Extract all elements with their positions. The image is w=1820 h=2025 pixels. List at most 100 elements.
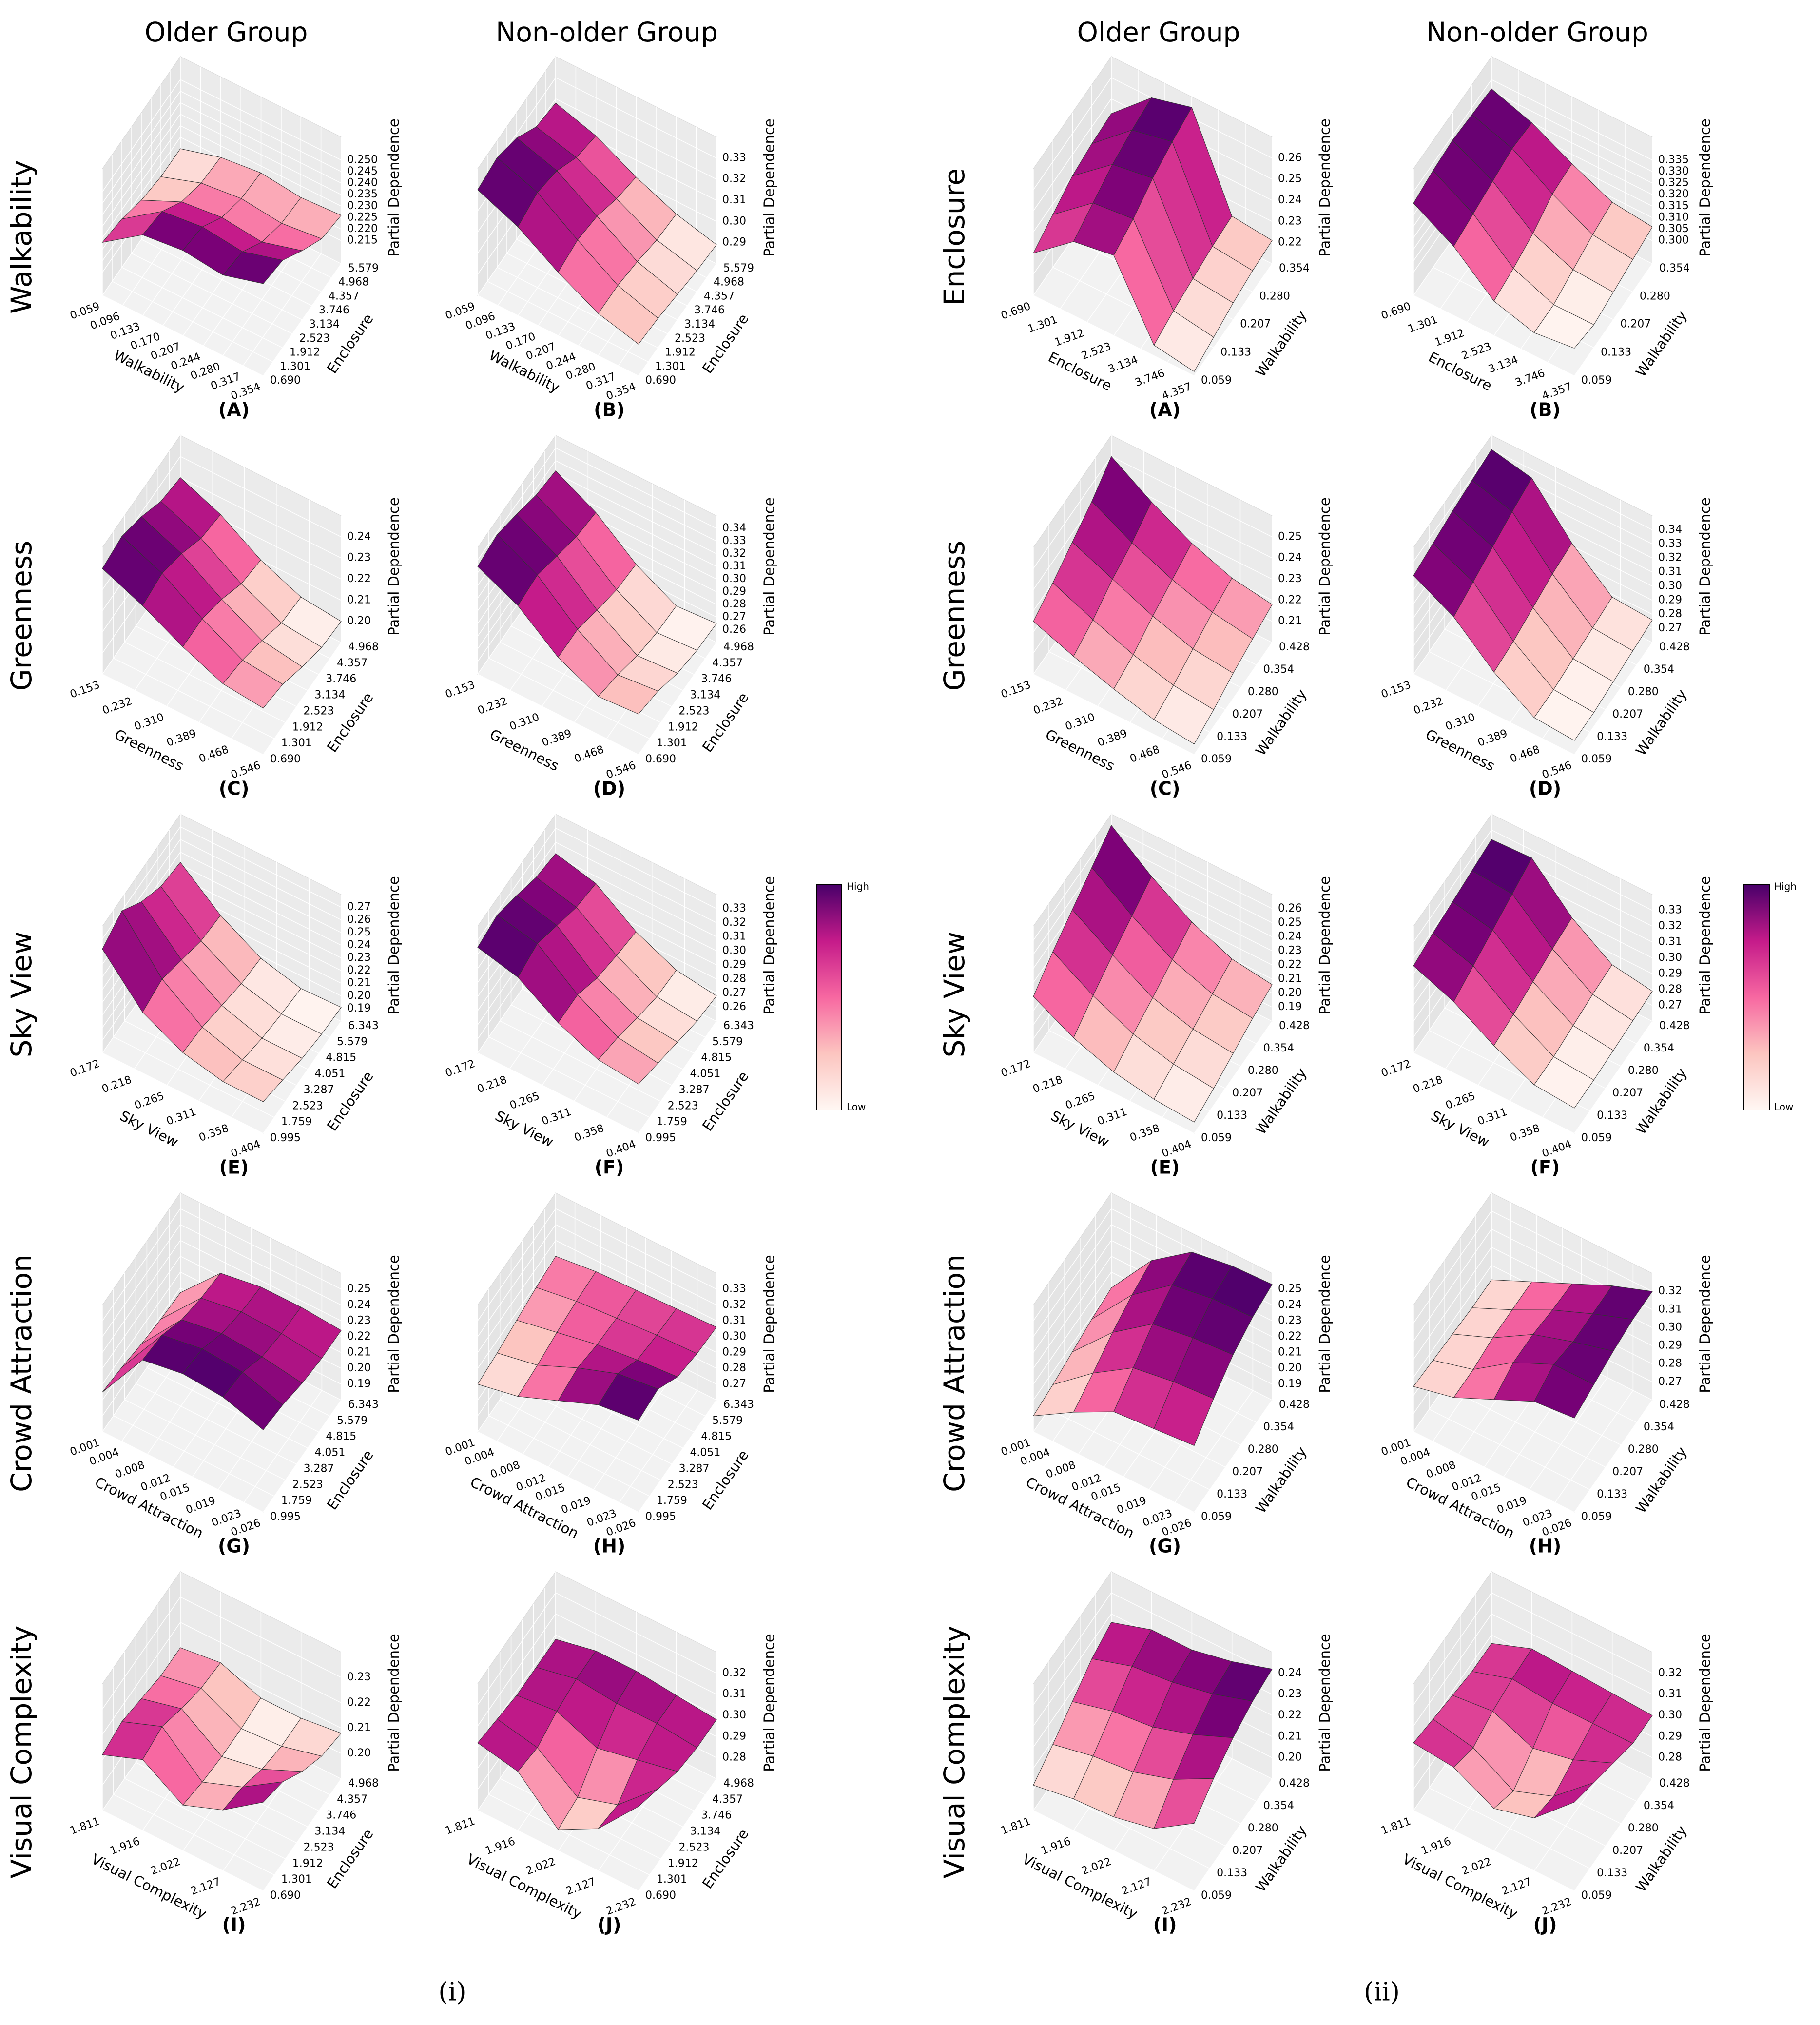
row-title: Crowd Attraction	[938, 1254, 971, 1492]
grid-line	[1574, 642, 1653, 755]
grid-line	[263, 642, 342, 755]
y-tick-label: 0.354	[1263, 1042, 1294, 1054]
grid-line	[180, 91, 342, 172]
y-tick-label: 0.059	[1201, 374, 1232, 387]
z-tick-label: 0.21	[347, 977, 371, 989]
z-tick-label: 0.34	[722, 522, 746, 534]
panel-label: (B)	[1530, 399, 1561, 421]
grid-line	[1413, 295, 1575, 376]
z-tick-label: 0.28	[722, 1362, 746, 1374]
z-tick-label: 0.28	[1658, 608, 1682, 620]
y-tick-label: 0.133	[1597, 1488, 1627, 1500]
y-tick-label: 0.133	[1217, 1488, 1247, 1500]
grid-line	[180, 1240, 342, 1322]
grid-line	[1413, 1210, 1492, 1324]
z-tick-label: 0.215	[347, 234, 378, 247]
z-tick-label: 0.305	[1658, 223, 1689, 235]
grid-line	[1033, 674, 1195, 755]
grid-line	[555, 1613, 717, 1695]
y-tick-label: 1.912	[292, 721, 323, 733]
panel-label: (I)	[222, 1914, 246, 1936]
row-title: Visual Complexity	[938, 1625, 971, 1878]
grid-line	[1033, 98, 1112, 212]
y-tick-label: 0.059	[1201, 1889, 1232, 1902]
grid-line	[263, 1021, 342, 1134]
grid-line	[113, 1036, 275, 1118]
z-tick-label: 0.335	[1658, 154, 1689, 166]
z-tick-label: 0.20	[347, 1362, 371, 1374]
y-tick-label: 4.968	[348, 641, 379, 653]
z-tick-label: 0.23	[1278, 573, 1302, 585]
z-axis-label: Partial Dependence	[386, 497, 402, 636]
z-tick-label: 0.33	[722, 1283, 746, 1295]
y-tick-label: 3.134	[309, 318, 340, 331]
grid-line	[180, 839, 342, 920]
z-tick-label: 0.31	[1658, 936, 1682, 948]
grid-line	[124, 1778, 286, 1859]
z-tick-label: 0.235	[347, 188, 378, 200]
z-axis-label: Partial Dependence	[386, 876, 402, 1014]
y-tick-label: 3.134	[684, 318, 715, 331]
column-title: Older Group	[1077, 17, 1240, 48]
z-tick-label: 0.325	[1658, 177, 1689, 189]
z-tick-label: 0.22	[1278, 1330, 1302, 1343]
y-tick-label: 1.301	[280, 360, 310, 372]
y-tick-label: 2.523	[668, 1100, 698, 1112]
grid-line	[1413, 79, 1492, 192]
z-tick-label: 0.27	[1658, 1376, 1682, 1388]
y-tick-label: 0.280	[1248, 686, 1278, 698]
z-tick-label: 0.19	[347, 1378, 371, 1390]
panel-label: (E)	[1150, 1157, 1180, 1178]
z-tick-label: 0.29	[722, 1730, 746, 1742]
panel-label: (H)	[593, 1536, 626, 1557]
row-title: Sky View	[938, 932, 971, 1058]
z-tick-label: 0.230	[347, 200, 378, 212]
panel-label: (G)	[218, 1536, 250, 1557]
grid-line	[555, 1592, 717, 1674]
y-tick-label: 4.357	[337, 657, 368, 669]
z-tick-label: 0.24	[1278, 931, 1302, 943]
y-tick-label: 0.428	[1279, 1777, 1310, 1790]
y-tick-label: 0.690	[645, 753, 676, 765]
y-tick-label: 1.912	[668, 1857, 698, 1869]
z-tick-label: 0.25	[1278, 1283, 1302, 1295]
z-tick-label: 0.30	[722, 1330, 746, 1343]
y-tick-label: 0.207	[1232, 1845, 1263, 1857]
y-tick-label: 0.059	[1201, 753, 1232, 765]
grid-line	[500, 1399, 661, 1480]
y-tick-label: 0.690	[270, 374, 301, 387]
grid-line	[477, 1256, 556, 1369]
y-tick-label: 4.815	[326, 1431, 356, 1443]
y-tick-label: 5.579	[337, 1036, 368, 1048]
z-tick-label: 0.20	[347, 990, 371, 1002]
grid-line	[1413, 1265, 1492, 1378]
colorbar-high-label: High	[1774, 881, 1797, 893]
z-tick-label: 0.30	[722, 1709, 746, 1721]
grid-line	[1413, 1614, 1492, 1727]
y-tick-label: 4.357	[712, 657, 743, 669]
y-tick-label: 0.059	[1581, 1889, 1612, 1902]
surface-cell	[1533, 304, 1594, 349]
grid-line	[124, 1399, 286, 1480]
grid-line	[102, 91, 181, 204]
grid-line	[477, 1052, 639, 1134]
y-tick-label: 0.059	[1581, 1132, 1612, 1144]
z-tick-label: 0.33	[1658, 538, 1682, 550]
y-tick-label: 1.301	[655, 360, 686, 372]
grid-line	[477, 295, 639, 376]
grid-line	[1033, 1272, 1112, 1384]
z-tick-label: 0.22	[1278, 958, 1302, 971]
y-tick-label: 0.133	[1217, 731, 1247, 743]
z-tick-label: 0.24	[347, 939, 371, 951]
grid-line	[477, 1592, 556, 1705]
column-title: Non-older Group	[1426, 17, 1648, 48]
y-tick-label: 4.051	[314, 1068, 345, 1080]
z-tick-label: 0.240	[347, 177, 378, 189]
surface-cell	[222, 660, 283, 709]
grid-line	[1413, 1247, 1492, 1360]
grid-line	[638, 1778, 717, 1891]
surface-cell	[1534, 1782, 1594, 1818]
grid-line	[1491, 1613, 1653, 1695]
grid-line	[102, 674, 264, 755]
